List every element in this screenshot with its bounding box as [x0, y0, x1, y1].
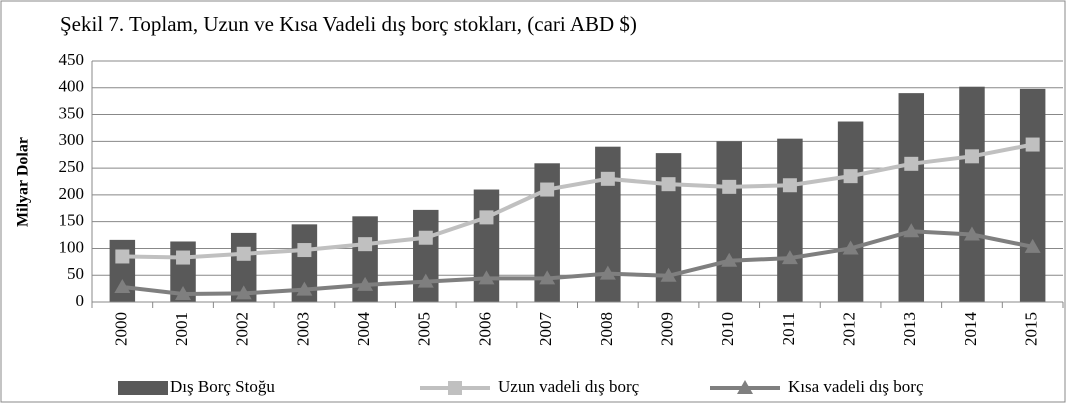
line-marker	[114, 279, 131, 294]
x-tick-label: 2007	[536, 312, 555, 347]
line-marker	[176, 250, 191, 265]
y-tick-label: 300	[59, 130, 85, 149]
x-tick-label: 2005	[415, 312, 434, 346]
line	[122, 229, 1034, 296]
x-tick-label: 2001	[172, 312, 191, 346]
x-tick-label: 2006	[475, 312, 494, 346]
x-tick-label: 2013	[900, 312, 919, 346]
line-marker	[963, 226, 980, 241]
line-marker	[417, 273, 434, 288]
line-marker	[539, 270, 556, 285]
y-tick-label: 400	[59, 77, 85, 96]
bar	[959, 86, 985, 302]
y-tick-label: 0	[76, 291, 85, 310]
legend-label: Uzun vadeli dış borç	[498, 377, 640, 396]
y-tick-label: 250	[59, 157, 85, 176]
line-marker	[660, 267, 677, 282]
line-marker	[842, 240, 859, 255]
line-marker	[175, 285, 192, 300]
line-marker	[782, 178, 797, 193]
x-tick-label: 2000	[111, 312, 130, 346]
line-marker	[1025, 137, 1040, 152]
line-marker	[418, 230, 433, 245]
x-tick-label: 2002	[233, 312, 252, 346]
line-marker	[781, 250, 798, 265]
bar	[777, 138, 803, 302]
x-tick-label: 2004	[354, 312, 373, 347]
bar	[1019, 88, 1046, 302]
legend-label: Kısa vadeli dış borç	[788, 377, 924, 396]
line-marker	[236, 246, 251, 261]
y-tick-label: 450	[59, 50, 85, 69]
legend-label: Dış Borç Stoğu	[170, 377, 275, 396]
y-tick-label: 150	[59, 211, 85, 230]
x-tick-label: 2015	[1022, 312, 1041, 346]
y-axis-label: Milyar Dolar	[15, 137, 32, 227]
x-tick-label: 2003	[293, 312, 312, 346]
bar	[413, 209, 439, 302]
line-marker	[599, 265, 616, 280]
chart-title: Şekil 7. Toplam, Uzun ve Kısa Vadeli dış…	[60, 12, 637, 36]
line-marker	[297, 243, 312, 258]
line-marker	[115, 249, 130, 264]
line-marker	[296, 281, 313, 296]
line-marker	[721, 252, 738, 267]
line-marker	[479, 210, 494, 225]
x-tick-label: 2014	[961, 312, 980, 347]
line-marker	[358, 237, 373, 252]
y-tick-label: 100	[59, 237, 85, 256]
bar	[473, 189, 500, 302]
line-marker	[478, 270, 495, 285]
line-marker	[661, 177, 676, 192]
line-marker	[843, 169, 858, 184]
legend-swatch	[737, 380, 753, 394]
bar	[716, 141, 742, 302]
x-tick-label: 2010	[718, 312, 737, 346]
legend-swatch	[448, 381, 462, 395]
line	[122, 142, 1034, 260]
bar	[898, 93, 925, 302]
y-tick-label: 350	[59, 103, 85, 122]
y-tick-label: 200	[59, 184, 85, 203]
line-marker	[235, 285, 252, 300]
line-marker	[357, 276, 374, 291]
line-marker	[1024, 238, 1041, 253]
line-marker	[903, 223, 920, 238]
x-tick-label: 2008	[597, 312, 616, 346]
x-tick-label: 2011	[779, 312, 798, 345]
bar	[837, 121, 864, 302]
line-marker	[600, 171, 615, 186]
legend-swatch	[118, 381, 168, 395]
x-tick-label: 2012	[840, 312, 859, 346]
line-marker	[540, 182, 555, 197]
line-marker	[722, 179, 737, 194]
line-marker	[964, 149, 979, 164]
y-tick-label: 50	[67, 264, 84, 283]
x-tick-label: 2009	[657, 312, 676, 346]
line-marker	[904, 156, 919, 171]
